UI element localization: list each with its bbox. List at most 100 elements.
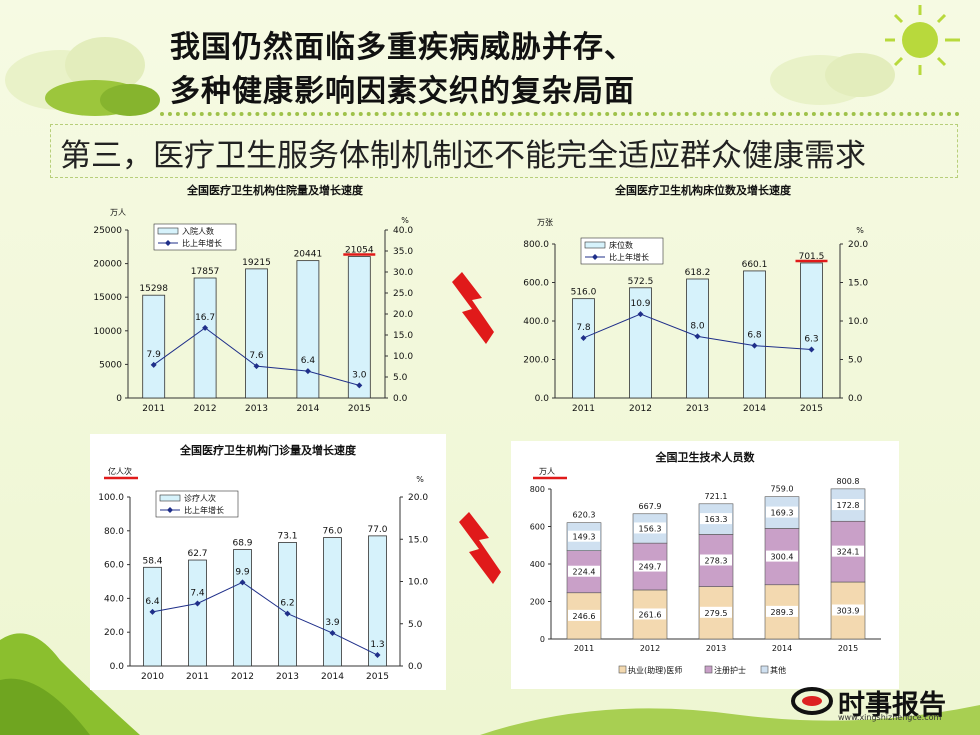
bar: [800, 262, 823, 399]
bar-value-label: 516.0: [571, 288, 597, 298]
x-tick-label: 2010: [141, 672, 164, 682]
bar-value-label: 618.2: [685, 268, 711, 278]
y2-tick-label: 10.0: [848, 317, 868, 327]
lightning-icon-bottom: [459, 512, 501, 584]
y-tick-label: 0: [540, 635, 545, 644]
legend-line-label: 比上年增长: [184, 505, 224, 515]
bar-value-label: 73.1: [277, 531, 297, 541]
segment-label-bg: [568, 565, 600, 577]
y-tick-label: 600.0: [523, 279, 549, 289]
segment-value-label: 149.3: [573, 533, 596, 542]
growth-point: [150, 361, 157, 368]
segment-label-bg: [634, 608, 666, 620]
y2-tick-label: 20.0: [393, 310, 413, 320]
legend-line-marker: [167, 507, 173, 513]
segment-value-label: 303.9: [837, 607, 860, 616]
y-tick-label: 0: [116, 394, 122, 404]
x-tick-label: 2012: [231, 672, 254, 682]
y-tick-label: 0.0: [110, 662, 125, 672]
segment-label-bg: [700, 606, 732, 618]
bar: [245, 268, 268, 399]
y2-tick-label: 10.0: [393, 352, 413, 362]
legend-swatch: [760, 665, 769, 674]
slide-title-line1: 我国仍然面临多重疾病威胁并存、: [170, 30, 635, 65]
y-tick-label: 20000: [93, 260, 122, 270]
growth-point: [356, 382, 363, 389]
bar: [296, 260, 320, 399]
y-tick-label: 10000: [93, 327, 122, 337]
bar-value-label: 76.0: [322, 527, 342, 537]
y-tick-label: 0.0: [535, 394, 550, 404]
growth-value-label: 16.7: [195, 313, 215, 323]
segment-value-label: 163.3: [705, 515, 728, 524]
segment-value-label: 224.4: [573, 568, 596, 577]
segment-value-label: 289.3: [771, 608, 794, 617]
bar-value-label: 62.7: [187, 549, 207, 559]
legend-label: 其他: [770, 665, 786, 675]
growth-value-label: 7.6: [249, 351, 264, 361]
bar-value-label: 572.5: [628, 277, 654, 287]
cloud-decoration-left: [5, 37, 160, 116]
segment-value-label: 300.4: [771, 553, 794, 562]
total-value-label: 800.8: [837, 477, 860, 486]
total-value-label: 667.9: [639, 502, 662, 511]
y2-tick-label: 10.0: [408, 578, 428, 588]
growth-point: [751, 342, 758, 349]
growth-point: [202, 324, 209, 331]
y-tick-label: 25000: [93, 226, 122, 236]
dotted-divider: [160, 112, 960, 116]
segment-label-bg: [700, 554, 732, 566]
y-tick-label: 200.0: [523, 356, 549, 366]
y-tick-label: 400: [530, 560, 545, 569]
bar-value-label: 77.0: [367, 525, 387, 535]
growth-value-label: 6.2: [280, 599, 294, 609]
logo-text: 时事报告: [838, 690, 946, 721]
x-tick-label: 2014: [743, 404, 766, 414]
x-tick-label: 2013: [276, 672, 299, 682]
y2-axis-unit: %: [856, 226, 864, 235]
growth-value-label: 9.9: [235, 567, 250, 577]
legend-label: 执业(助理)医师: [628, 665, 682, 675]
y-tick-label: 800: [530, 485, 545, 494]
y2-tick-label: 35.0: [393, 247, 413, 257]
legend-bar-swatch: [157, 227, 179, 235]
bar: [629, 287, 652, 399]
bar: [143, 566, 162, 667]
bar: [278, 542, 297, 667]
bar-value-label: 660.1: [742, 260, 768, 270]
y-tick-label: 200: [530, 598, 545, 607]
lightning-icon-top: [452, 272, 494, 344]
x-tick-label: 2014: [296, 404, 319, 414]
legend-line-label: 比上年增长: [609, 252, 649, 262]
growth-value-label: 7.9: [147, 350, 162, 360]
y-tick-label: 15000: [93, 293, 122, 303]
chart-title: 全国医疗卫生机构住院量及增长速度: [186, 183, 364, 197]
growth-point: [694, 333, 701, 340]
slide-title-line2: 多种健康影响因素交织的复杂局面: [170, 74, 635, 109]
growth-value-label: 6.4: [145, 597, 160, 607]
chart-title: 全国医疗卫生机构床位数及增长速度: [614, 183, 792, 197]
y2-tick-label: 0.0: [393, 394, 408, 404]
y2-tick-label: 30.0: [393, 268, 413, 278]
segment-value-label: 279.5: [705, 609, 728, 618]
bar-value-label: 701.5: [799, 252, 825, 262]
y-tick-label: 600: [530, 523, 545, 532]
segment-value-label: 324.1: [837, 548, 860, 557]
y2-tick-label: 0.0: [848, 394, 863, 404]
y-tick-label: 100.0: [98, 493, 124, 503]
legend-swatch: [618, 665, 627, 674]
chart-panel-inpatients: 全国医疗卫生机构住院量及增长速度 万人% 25000 20000 15000 10000 5…: [90, 180, 445, 420]
x-tick-label: 2014: [772, 644, 792, 653]
bar: [347, 256, 371, 399]
segment-label-bg: [634, 522, 666, 534]
x-tick-label: 2013: [245, 404, 268, 414]
logo-icon: [791, 687, 833, 715]
x-tick-label: 2012: [640, 644, 660, 653]
grass-decoration-right: [480, 705, 980, 735]
growth-value-label: 6.3: [804, 334, 818, 344]
bar-value-label: 15298: [139, 284, 168, 294]
growth-value-label: 10.9: [630, 299, 650, 309]
x-tick-label: 2011: [142, 404, 165, 414]
